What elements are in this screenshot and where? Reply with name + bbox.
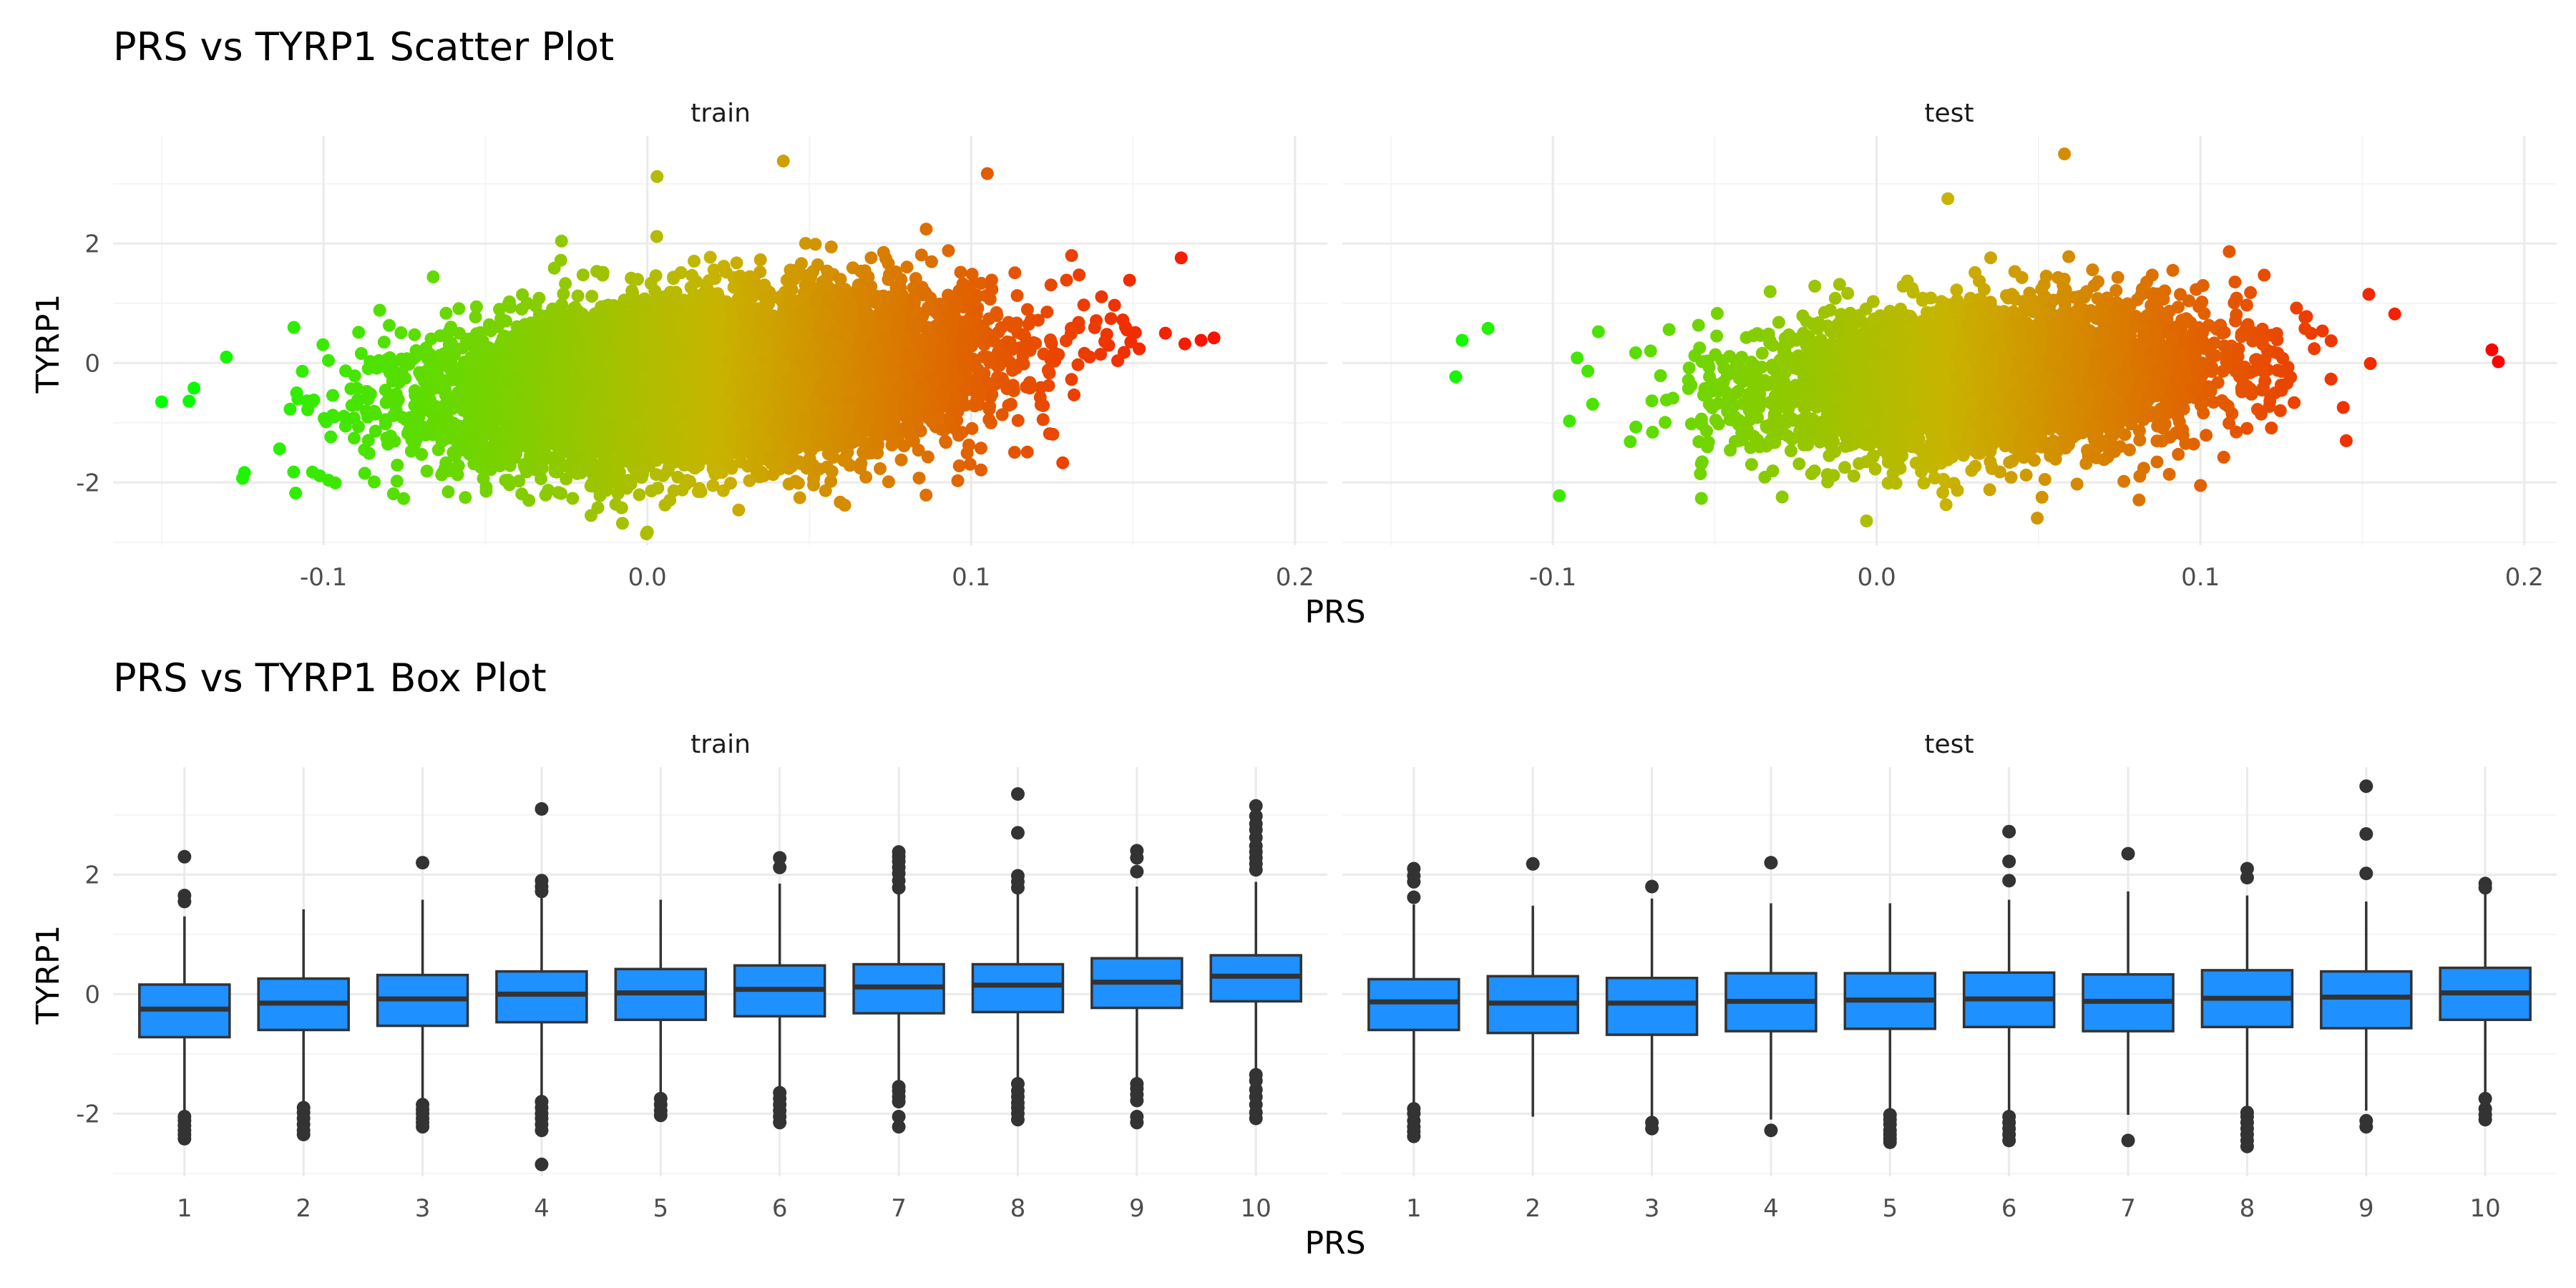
scatter-point: [391, 459, 404, 472]
scatter-point: [1078, 346, 1091, 360]
scatter-point: [954, 265, 967, 279]
scatter-point: [1174, 251, 1188, 265]
scatter-point: [919, 223, 933, 236]
scatter-point: [724, 477, 737, 490]
scatter-point: [287, 321, 301, 334]
scatter-point: [1042, 379, 1055, 392]
scatter-series-train: [155, 155, 1221, 541]
scatter-point: [441, 485, 455, 499]
scatter-point: [381, 437, 394, 451]
scatter-point: [919, 488, 933, 502]
scatter-facet-label-test: test: [1924, 99, 1974, 128]
scatter-point: [688, 255, 701, 268]
scatter-point: [874, 462, 887, 475]
scatter-point: [819, 484, 832, 497]
scatter-point: [443, 324, 456, 338]
scatter-point: [377, 336, 391, 349]
scatter-facet-label-train: train: [691, 99, 751, 128]
scatter-point: [1020, 303, 1034, 316]
scatter-point: [952, 459, 966, 472]
scatter-point: [1094, 348, 1108, 361]
scatter-point: [963, 457, 977, 471]
scatter-points: [155, 147, 2505, 541]
scatter-point: [383, 318, 396, 332]
scatter-point: [559, 277, 572, 291]
scatter-point: [1065, 373, 1078, 386]
scatter-point: [326, 389, 339, 402]
scatter-point: [324, 430, 338, 444]
scatter-point: [291, 392, 305, 406]
scatter-point: [793, 491, 806, 504]
scatter-point: [512, 474, 526, 488]
scatter-point: [631, 273, 644, 286]
scatter-point: [1095, 290, 1108, 303]
scatter-point: [1037, 399, 1050, 412]
scatter-point: [182, 394, 196, 408]
scatter-point: [469, 300, 483, 313]
scatter-point: [557, 287, 570, 301]
scatter-point: [316, 338, 330, 351]
scatter-point: [452, 302, 466, 316]
scatter-point: [824, 474, 838, 488]
scatter-point: [985, 273, 998, 287]
scatter-point: [585, 290, 599, 303]
scatter-point: [351, 420, 365, 434]
scatter-point: [686, 268, 699, 282]
scatter-point: [289, 487, 303, 500]
scatter-point: [358, 467, 371, 480]
scatter-plot-title: PRS vs TYRP1 Scatter Plot: [113, 24, 614, 69]
scatter-point: [975, 463, 987, 477]
scatter-point: [732, 503, 746, 517]
scatter-point: [368, 475, 381, 489]
scatter-point: [322, 353, 335, 367]
scatter-point: [882, 475, 895, 489]
scatter-point: [1077, 298, 1091, 312]
scatter-point: [542, 484, 555, 497]
scatter-point: [942, 244, 955, 258]
scatter-point: [301, 403, 314, 416]
scatter-point: [995, 372, 1009, 385]
scatter-point: [273, 442, 286, 456]
scatter-point: [479, 480, 493, 494]
scatter-point: [571, 289, 585, 303]
scatter-point: [499, 474, 512, 487]
scatter-point: [390, 474, 404, 488]
scatter-point: [1008, 446, 1021, 459]
scatter-point: [397, 492, 411, 505]
scatter-point: [348, 431, 361, 445]
scatter-point: [753, 253, 767, 266]
scatter-point: [552, 486, 565, 499]
scatter-point: [1100, 328, 1113, 341]
scatter-point: [1068, 388, 1080, 401]
scatter-point: [894, 453, 908, 467]
scatter-point: [362, 447, 376, 460]
scatter-point: [912, 472, 926, 485]
scatter-point: [560, 472, 573, 486]
scatter-point: [753, 265, 767, 279]
scatter-point: [939, 434, 952, 448]
scatter-point: [900, 260, 914, 274]
scatter-point: [706, 479, 720, 492]
